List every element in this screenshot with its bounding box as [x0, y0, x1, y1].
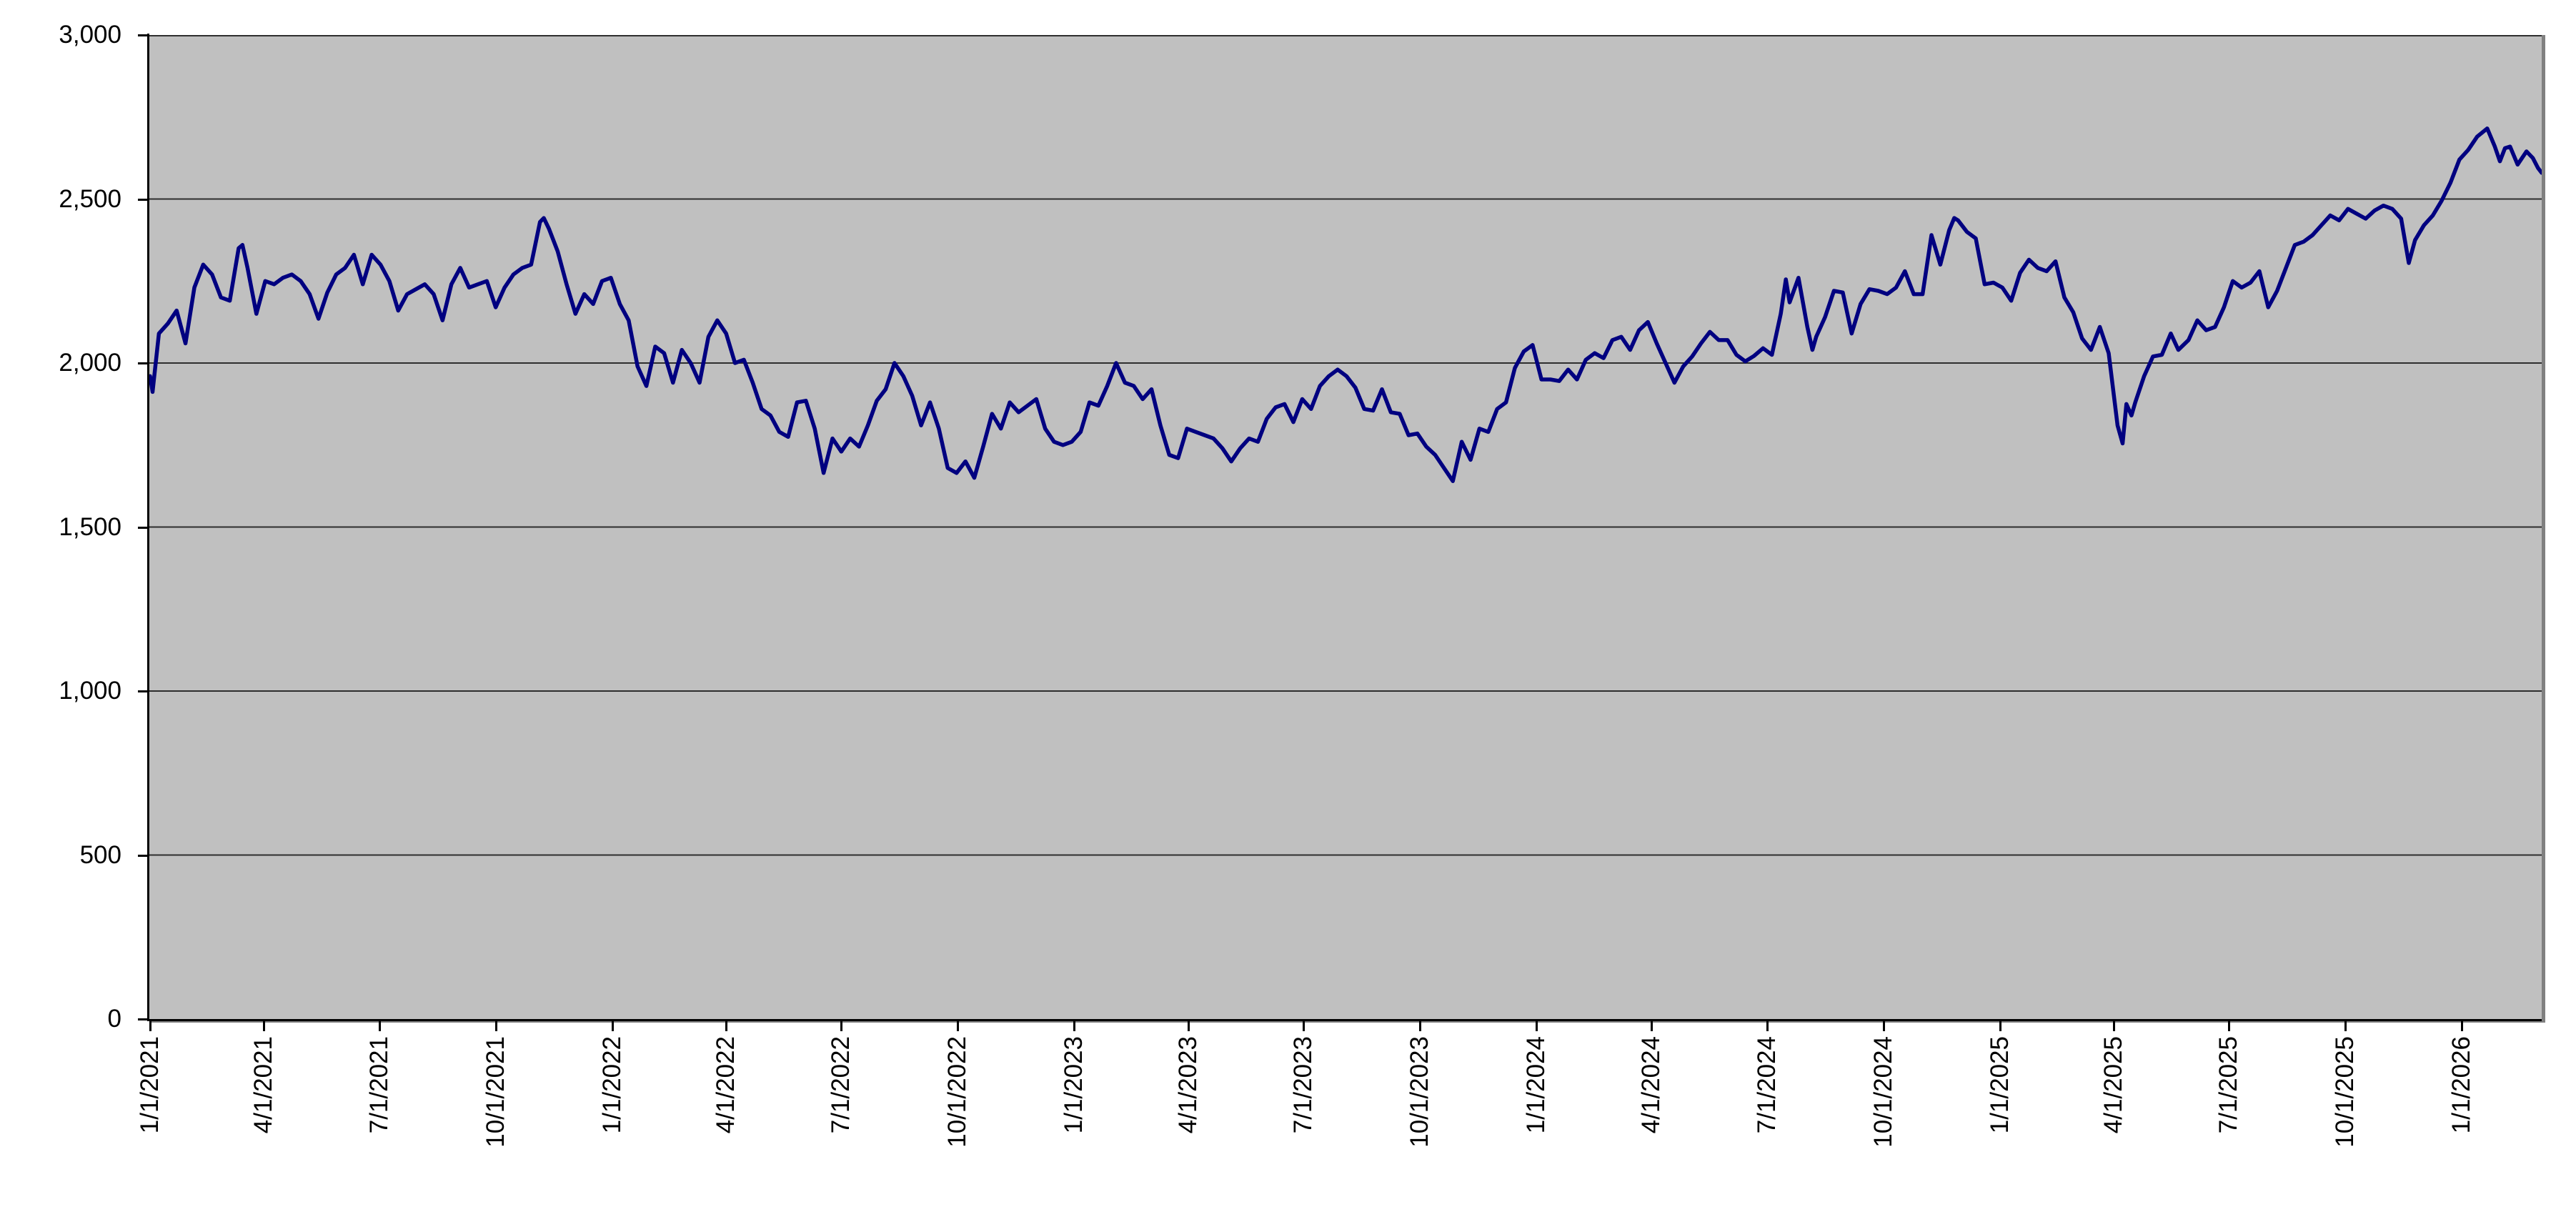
x-tick [494, 1021, 497, 1031]
x-axis-label-text: 1/1/2021 [136, 1036, 164, 1134]
x-axis-label-text: 4/1/2022 [712, 1036, 740, 1134]
y-axis-label: 1,500 [59, 512, 121, 541]
x-axis-label-text: 1/1/2024 [1522, 1036, 1551, 1134]
x-axis-label-text: 4/1/2021 [249, 1036, 278, 1134]
x-axis-label-text: 7/1/2022 [827, 1036, 855, 1134]
x-tick [725, 1021, 728, 1031]
x-tick [149, 1021, 151, 1031]
y-axis-label: 1,000 [59, 677, 121, 705]
x-tick [2113, 1021, 2116, 1031]
x-tick [957, 1021, 960, 1031]
x-axis-label-text: 7/1/2025 [2214, 1036, 2243, 1134]
x-tick [1303, 1021, 1306, 1031]
plot-right-frame [2542, 35, 2545, 1021]
x-tick [1882, 1021, 1885, 1031]
x-axis-label-text: 1/1/2022 [597, 1036, 626, 1134]
x-axis-label-text: 1/1/2026 [2447, 1036, 2476, 1134]
plot-bottom-shadow [149, 1021, 2545, 1023]
x-axis-label-text: 7/1/2021 [364, 1036, 393, 1134]
x-axis-label-text: 10/1/2024 [1869, 1036, 1897, 1148]
y-tick [138, 690, 148, 692]
x-tick [1073, 1021, 1076, 1031]
y-axis-label: 3,000 [59, 21, 121, 49]
x-tick [1651, 1021, 1653, 1031]
price-line [149, 126, 2542, 483]
x-tick [1766, 1021, 1769, 1031]
x-axis-label-text: 1/1/2025 [1985, 1036, 2014, 1134]
y-axis-label: 2,500 [59, 184, 121, 213]
x-axis-label-text: 4/1/2024 [1637, 1036, 1666, 1134]
x-axis-label-text: 7/1/2024 [1752, 1036, 1781, 1134]
y-tick [138, 198, 148, 201]
x-tick [378, 1021, 381, 1031]
y-axis-line [147, 34, 149, 1021]
x-axis-label-text: 7/1/2023 [1289, 1036, 1318, 1134]
x-axis-label-text: 4/1/2025 [2099, 1036, 2128, 1134]
x-tick [1999, 1021, 2001, 1031]
y-axis-label: 2,000 [59, 349, 121, 377]
x-axis-label-text: 10/1/2022 [943, 1036, 972, 1148]
x-axis-label-text: 10/1/2025 [2331, 1036, 2359, 1148]
x-tick [2344, 1021, 2347, 1031]
x-tick [2461, 1021, 2464, 1031]
x-axis-label-text: 10/1/2021 [481, 1036, 509, 1148]
x-tick [2228, 1021, 2231, 1031]
y-tick [138, 1018, 148, 1020]
y-tick [138, 362, 148, 364]
x-tick [1419, 1021, 1422, 1031]
x-axis-label-text: 1/1/2023 [1060, 1036, 1088, 1134]
plot-area [149, 35, 2542, 1019]
y-axis-label: 0 [107, 1005, 121, 1033]
x-tick [611, 1021, 614, 1031]
y-tick [138, 526, 148, 529]
y-axis-label: 500 [79, 840, 121, 869]
x-tick [263, 1021, 266, 1031]
y-tick [138, 34, 148, 36]
x-axis-label-text: 4/1/2023 [1173, 1036, 1202, 1134]
x-tick [1187, 1021, 1190, 1031]
x-axis-line [147, 1019, 2545, 1021]
x-tick [1536, 1021, 1538, 1031]
x-tick [840, 1021, 843, 1031]
x-axis-label-text: 10/1/2023 [1406, 1036, 1434, 1148]
y-tick [138, 854, 148, 857]
